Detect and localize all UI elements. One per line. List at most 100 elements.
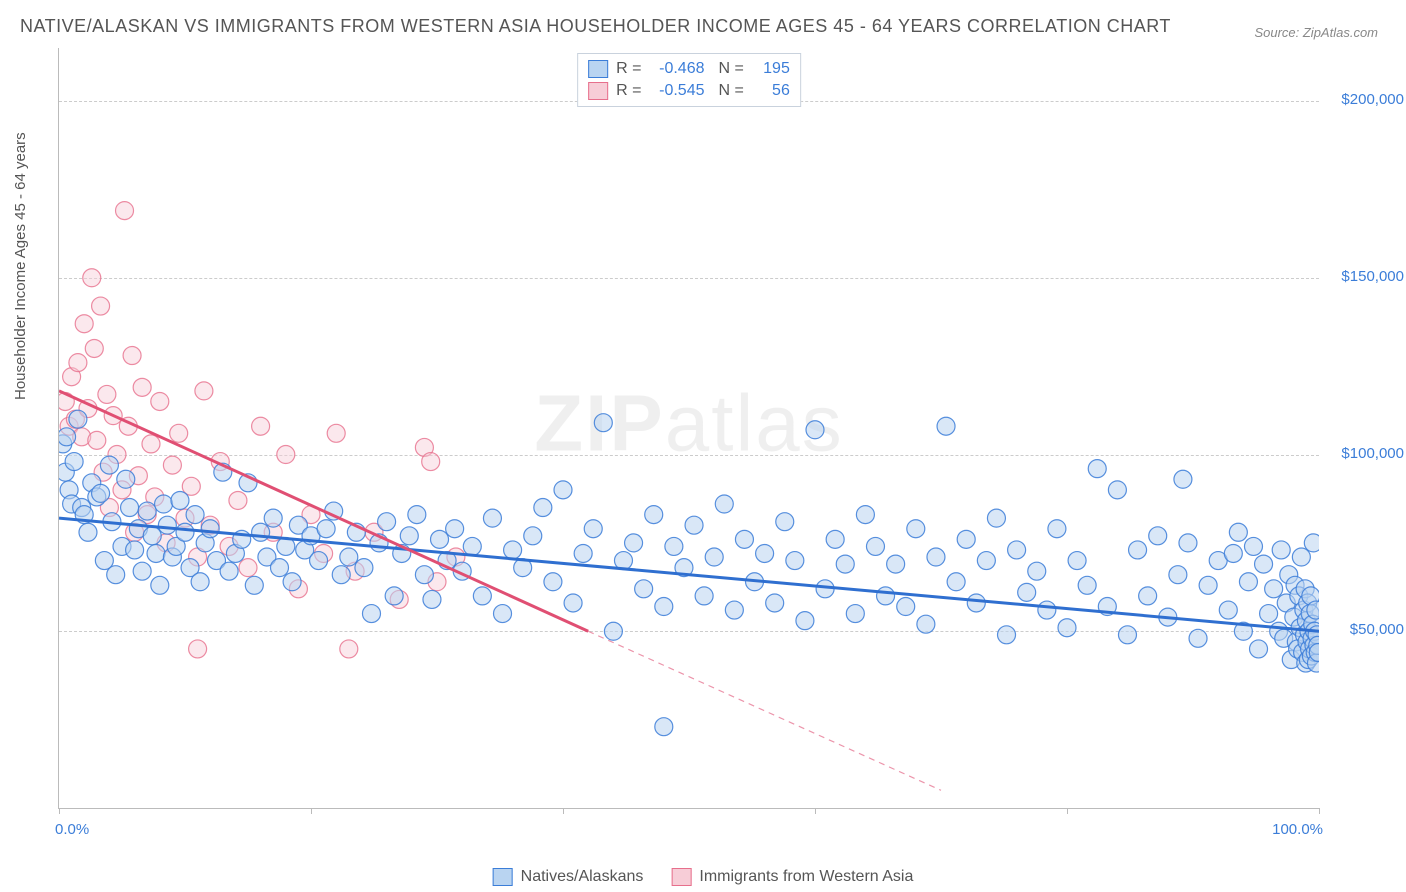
data-point-immigrants — [170, 424, 188, 442]
data-point-natives — [766, 594, 784, 612]
data-point-natives — [1199, 576, 1217, 594]
data-point-natives — [147, 544, 165, 562]
data-point-immigrants — [151, 392, 169, 410]
data-point-natives — [79, 523, 97, 541]
data-point-natives — [1179, 534, 1197, 552]
n-value: 195 — [752, 58, 790, 80]
data-point-natives — [544, 573, 562, 591]
data-point-natives — [378, 513, 396, 531]
data-point-natives — [121, 499, 139, 517]
data-point-natives — [866, 537, 884, 555]
data-point-natives — [786, 552, 804, 570]
data-point-natives — [264, 509, 282, 527]
data-point-natives — [201, 520, 219, 538]
data-point-natives — [1239, 573, 1257, 591]
data-point-natives — [494, 605, 512, 623]
n-value: 56 — [752, 80, 790, 102]
data-point-natives — [1260, 605, 1278, 623]
r-value: -0.545 — [650, 80, 705, 102]
data-point-natives — [340, 548, 358, 566]
data-point-natives — [1068, 552, 1086, 570]
data-point-natives — [117, 470, 135, 488]
bottom-legend: Natives/Alaskans Immigrants from Western … — [493, 868, 914, 886]
data-point-natives — [473, 587, 491, 605]
legend-label: Immigrants from Western Asia — [699, 868, 913, 886]
data-point-immigrants — [252, 417, 270, 435]
data-point-natives — [725, 601, 743, 619]
data-point-natives — [1169, 566, 1187, 584]
data-point-natives — [1229, 523, 1247, 541]
data-point-natives — [846, 605, 864, 623]
data-point-natives — [1174, 470, 1192, 488]
n-label: N = — [719, 80, 744, 102]
data-point-natives — [355, 559, 373, 577]
data-point-natives — [463, 537, 481, 555]
data-point-natives — [826, 530, 844, 548]
data-point-natives — [1292, 548, 1310, 566]
data-point-natives — [65, 453, 83, 471]
data-point-immigrants — [123, 347, 141, 365]
data-point-natives — [554, 481, 572, 499]
data-point-natives — [897, 598, 915, 616]
data-point-natives — [69, 410, 87, 428]
data-point-natives — [604, 622, 622, 640]
data-point-natives — [362, 605, 380, 623]
x-tick — [1067, 808, 1068, 814]
data-point-natives — [408, 506, 426, 524]
data-point-immigrants — [277, 446, 295, 464]
data-point-immigrants — [83, 269, 101, 287]
data-point-natives — [191, 573, 209, 591]
data-point-natives — [967, 594, 985, 612]
data-point-natives — [907, 520, 925, 538]
y-axis-label: Householder Income Ages 45 - 64 years — [12, 132, 29, 400]
data-point-natives — [1118, 626, 1136, 644]
data-point-natives — [1038, 601, 1056, 619]
data-point-immigrants — [69, 354, 87, 372]
data-point-natives — [1219, 601, 1237, 619]
data-point-natives — [1048, 520, 1066, 538]
data-point-natives — [158, 516, 176, 534]
legend-item: Natives/Alaskans — [493, 868, 644, 886]
data-point-natives — [998, 626, 1016, 644]
data-point-natives — [715, 495, 733, 513]
data-point-natives — [310, 552, 328, 570]
data-point-natives — [1304, 534, 1319, 552]
data-point-immigrants — [98, 385, 116, 403]
data-point-immigrants — [75, 315, 93, 333]
x-axis-max-label: 100.0% — [1272, 821, 1323, 838]
data-point-natives — [695, 587, 713, 605]
chart-title: NATIVE/ALASKAN VS IMMIGRANTS FROM WESTER… — [20, 16, 1171, 37]
legend-swatch — [493, 868, 513, 886]
data-point-natives — [400, 527, 418, 545]
data-point-natives — [534, 499, 552, 517]
data-point-natives — [776, 513, 794, 531]
data-point-natives — [107, 566, 125, 584]
data-point-natives — [564, 594, 582, 612]
data-point-natives — [1224, 544, 1242, 562]
data-point-natives — [155, 495, 173, 513]
data-point-natives — [1307, 601, 1319, 619]
data-point-immigrants — [189, 640, 207, 658]
data-point-natives — [1250, 640, 1268, 658]
data-point-immigrants — [340, 640, 358, 658]
data-point-natives — [665, 537, 683, 555]
data-point-natives — [59, 428, 76, 446]
data-point-natives — [1108, 481, 1126, 499]
data-point-immigrants — [195, 382, 213, 400]
data-point-immigrants — [142, 435, 160, 453]
data-point-natives — [332, 566, 350, 584]
chart-svg — [59, 48, 1319, 808]
data-point-natives — [415, 566, 433, 584]
data-point-natives — [252, 523, 270, 541]
x-tick — [1319, 808, 1320, 814]
data-point-natives — [655, 598, 673, 616]
data-point-natives — [947, 573, 965, 591]
source-attribution: Source: ZipAtlas.com — [1254, 25, 1378, 40]
data-point-natives — [574, 544, 592, 562]
data-point-immigrants — [116, 202, 134, 220]
data-point-natives — [283, 573, 301, 591]
data-point-natives — [977, 552, 995, 570]
data-point-natives — [143, 527, 161, 545]
correlation-legend: R =-0.468N =195R =-0.545N =56 — [577, 53, 801, 107]
data-point-immigrants — [163, 456, 181, 474]
